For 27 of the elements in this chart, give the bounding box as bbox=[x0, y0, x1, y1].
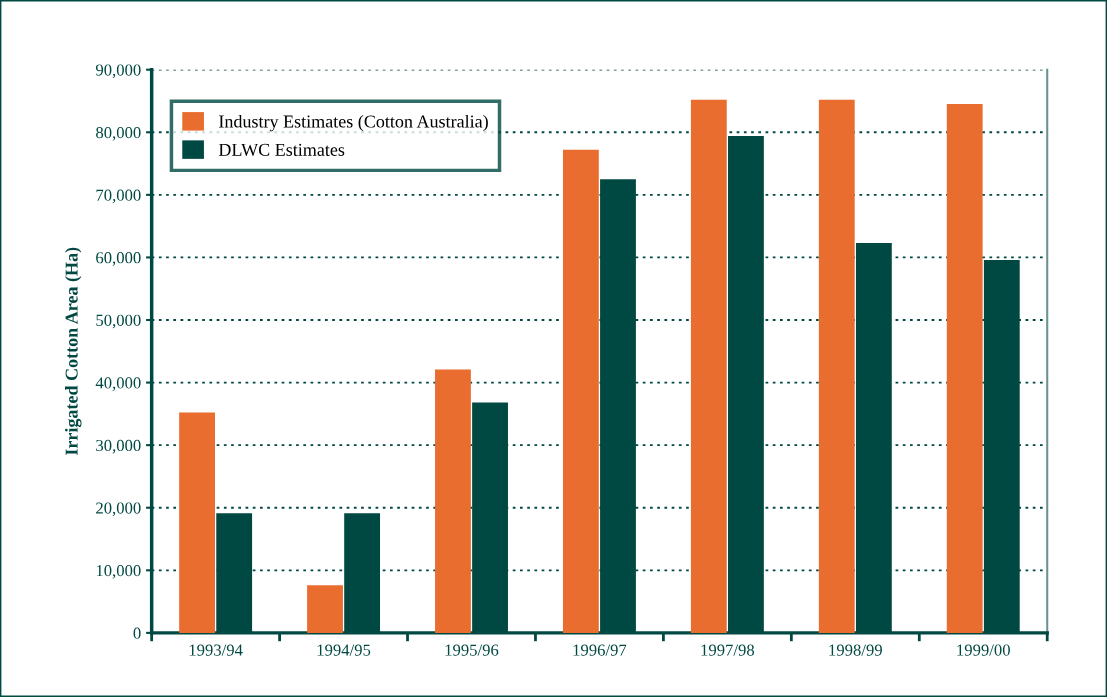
legend-label: DLWC Estimates bbox=[218, 143, 345, 156]
bar bbox=[818, 99, 855, 633]
bar bbox=[179, 412, 215, 633]
x-tick-label: 1996/97 bbox=[573, 644, 627, 656]
x-tick-label: 1993/94 bbox=[189, 644, 243, 656]
bar bbox=[435, 369, 471, 633]
bar bbox=[562, 149, 599, 633]
y-tick-label: 50,000 bbox=[96, 314, 141, 329]
y-tick-label: 0 bbox=[133, 627, 141, 639]
y-tick-label: 70,000 bbox=[96, 189, 141, 204]
y-tick-label: 40,000 bbox=[95, 377, 141, 391]
y-tick-label: 90,000 bbox=[95, 64, 141, 79]
x-tick-label: 1998/99 bbox=[829, 644, 882, 656]
x-tick-label: 1994/95 bbox=[317, 644, 371, 656]
y-tick-label: 60,000 bbox=[96, 252, 141, 266]
y-tick-label: 10,000 bbox=[96, 565, 141, 579]
legend-label: Industry Estimates (Cotton Australia) bbox=[219, 114, 488, 132]
y-tick-label: 30,000 bbox=[96, 439, 141, 454]
y-tick-label: 80,000 bbox=[96, 126, 141, 141]
x-tick-label: 1999/00 bbox=[957, 644, 1010, 656]
x-tick-label: 1995/96 bbox=[445, 644, 499, 656]
x-tick-label: 1997/98 bbox=[701, 644, 755, 656]
bar bbox=[307, 585, 343, 633]
bar bbox=[690, 99, 727, 633]
bar bbox=[946, 104, 983, 633]
y-axis-title: Irrigated Cotton Area (Ha) bbox=[65, 247, 82, 456]
y-tick-label: 20,000 bbox=[96, 502, 141, 517]
